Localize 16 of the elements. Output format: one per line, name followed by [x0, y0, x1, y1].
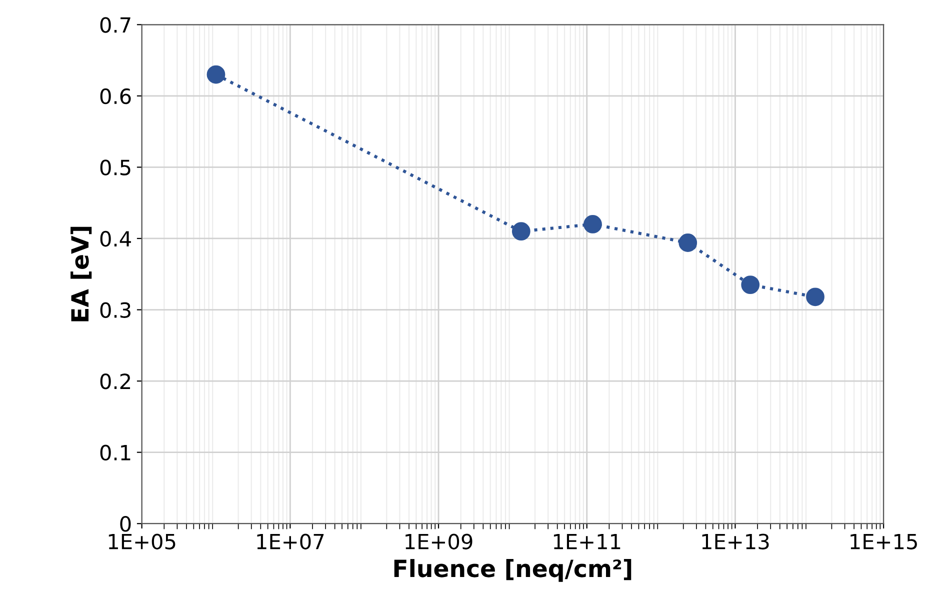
y-tick-label: 0.6: [100, 88, 131, 104]
x-tick-label: 1E+07: [257, 534, 324, 550]
x-tick-label: 1E+05: [108, 534, 176, 550]
x-axis-title: Fluence [neq/cm²]: [394, 559, 632, 582]
y-tick-label: 0.5: [100, 160, 130, 176]
y-axis-title: EA [eV]: [70, 226, 92, 322]
y-tick-label: 0.3: [100, 302, 130, 318]
y-tick-label: 0.2: [100, 373, 130, 390]
x-tick-label: 1E+15: [850, 534, 917, 550]
y-tick-label: 0: [120, 516, 131, 532]
y-tick-label: 0.1: [100, 444, 130, 461]
x-tick-label: 1E+09: [406, 534, 472, 550]
x-tick-label: 1E+11: [554, 534, 620, 550]
y-tick-label: 0.4: [100, 230, 131, 247]
x-tick-label: 1E+13: [702, 534, 769, 550]
y-tick-label: 0.7: [100, 17, 130, 33]
